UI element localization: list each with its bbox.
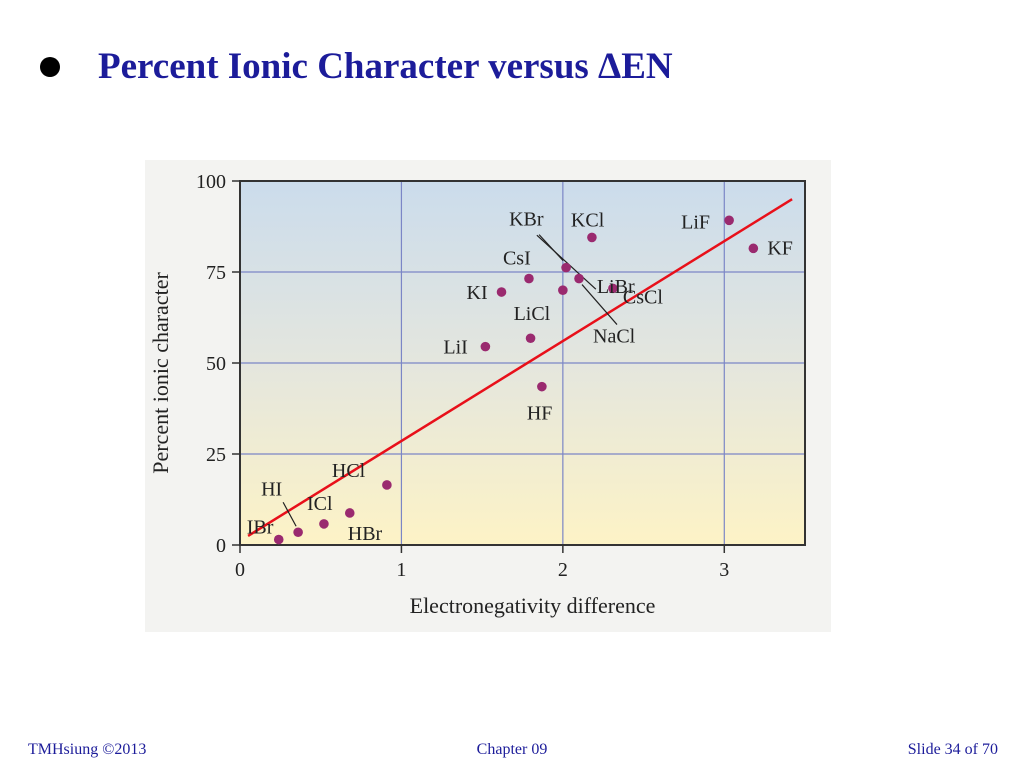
point-label: HI <box>261 478 282 500</box>
fit-line-layer <box>247 198 793 537</box>
data-point <box>558 285 568 295</box>
point-label: KI <box>467 282 488 304</box>
point-label: KBr <box>509 209 544 231</box>
footer-author: TMHsiung ©2013 <box>28 741 147 758</box>
callout-lines <box>282 234 618 527</box>
point-label: KF <box>767 237 793 259</box>
x-tick-label: 2 <box>558 559 568 581</box>
data-point <box>293 527 303 538</box>
data-point <box>496 287 507 297</box>
data-point <box>537 381 547 392</box>
point-label: HCl <box>332 460 366 482</box>
data-point <box>561 262 571 273</box>
point-label: NaCl <box>593 326 636 348</box>
point-label: LiBr <box>597 276 635 298</box>
y-tick-label: 50 <box>206 353 226 375</box>
point-labels: IBr HI ICl HBr HCl LiI KI LiCl CsI HF LiBr KBr NaCl K… <box>247 209 793 545</box>
point-label: HF <box>527 403 553 425</box>
data-point <box>748 243 759 254</box>
y-tick-label: 25 <box>206 444 226 466</box>
x-tick-label: 3 <box>719 559 729 581</box>
x-axis-label: Electronegativity difference <box>410 593 656 618</box>
footer-slide-number: Slide 34 of 70 <box>907 741 998 758</box>
point-label: IBr <box>247 517 274 539</box>
axes: 0 25 50 75 100 0 1 2 3 Electronegativity differen… <box>148 171 806 618</box>
grid <box>240 180 805 545</box>
point-label: KCl <box>571 209 605 231</box>
callout-line <box>581 284 618 325</box>
chart-panel: 0 25 50 75 100 0 1 2 3 Electronegativity differen… <box>145 160 831 632</box>
fit-line <box>247 198 793 537</box>
data-point <box>319 519 329 529</box>
page-title: Percent Ionic Character versus ΔEN <box>98 46 673 87</box>
point-label: LiI <box>443 337 467 359</box>
data-point <box>525 333 536 344</box>
point-label: CsI <box>503 248 531 270</box>
point-label: HBr <box>348 523 383 545</box>
data-point <box>480 341 491 352</box>
data-point <box>724 215 734 226</box>
ionic-character-chart: 0 25 50 75 100 0 1 2 3 Electronegativity differen… <box>148 171 806 618</box>
data-point <box>524 273 534 284</box>
callout-line <box>538 234 564 262</box>
callout-line <box>536 234 597 290</box>
slide-title: Percent Ionic Character versus ΔEN <box>40 45 673 88</box>
data-point <box>382 480 392 490</box>
y-tick-label: 0 <box>216 535 226 557</box>
data-point <box>344 508 355 518</box>
data-points <box>273 215 759 545</box>
point-label: LiF <box>681 211 710 233</box>
x-tick-label: 1 <box>396 559 406 581</box>
footer-chapter: Chapter 09 <box>476 741 548 758</box>
y-tick-label: 100 <box>196 171 226 193</box>
data-point <box>587 232 597 243</box>
x-tick-label: 0 <box>235 559 245 581</box>
point-label: CsCl <box>623 286 663 308</box>
data-point <box>273 534 284 545</box>
data-point <box>608 283 618 294</box>
callout-line <box>282 501 297 527</box>
point-label: ICl <box>307 493 333 515</box>
bullet-icon <box>40 56 60 77</box>
point-label: LiCl <box>514 303 551 325</box>
data-point <box>574 273 584 284</box>
y-axis-label: Percent ionic character <box>148 272 173 474</box>
y-tick-label: 75 <box>206 262 226 284</box>
